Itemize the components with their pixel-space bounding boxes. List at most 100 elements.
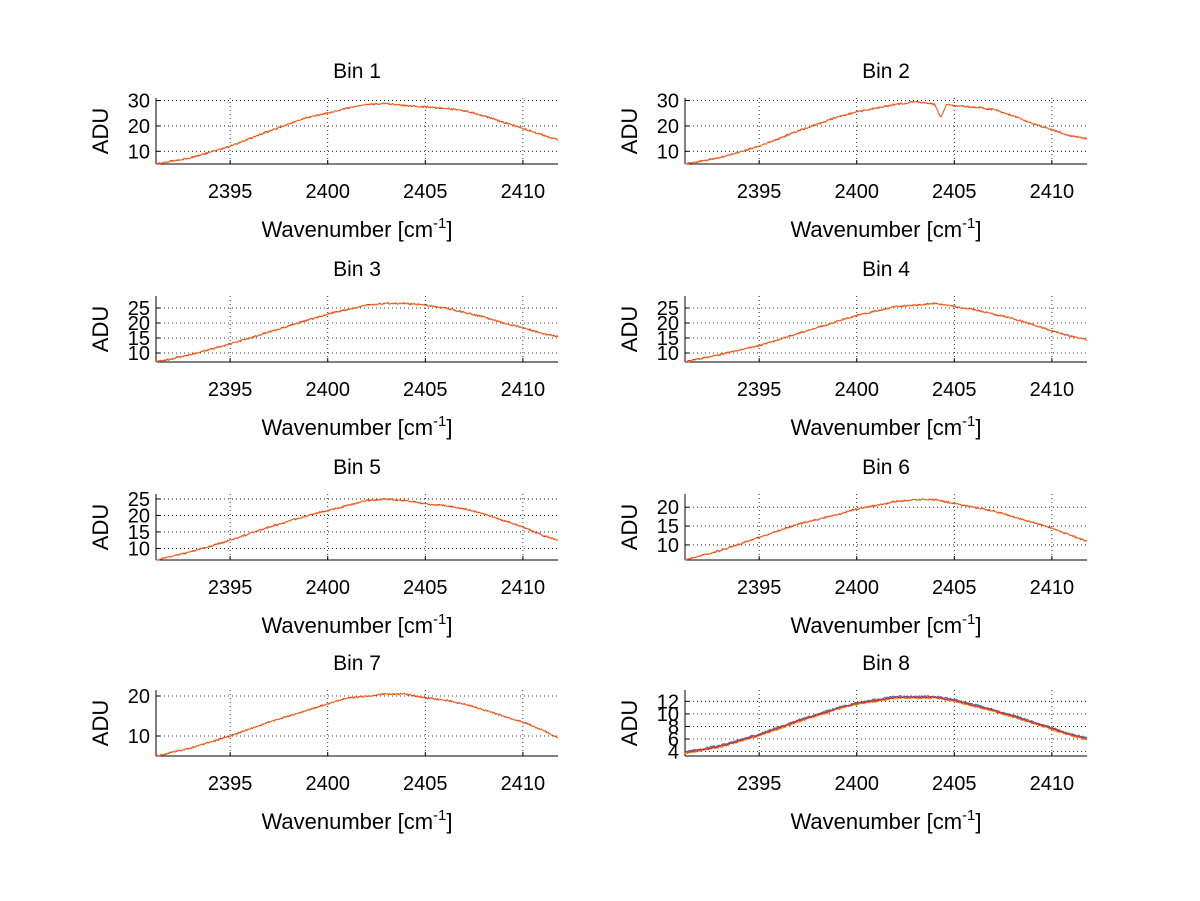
y-axis-label: ADU [617,306,642,352]
x-tick-label: 2405 [932,379,977,401]
series-line [155,102,559,165]
y-tick-label: 30 [657,91,679,113]
y-tick-label: 20 [657,497,679,519]
x-tick-label: 2410 [1030,577,1075,599]
y-tick-label: 12 [657,691,679,713]
x-axis-label: Wavenumber [cm-1] [261,611,452,638]
series-line-overlay [155,497,559,561]
y-tick-label: 15 [657,516,679,538]
y-tick-label: 6 [668,729,679,751]
x-axis-label: Wavenumber [cm-1] [261,413,452,440]
series-line [155,692,559,757]
x-tick-label: 2400 [305,379,350,401]
series-line-overlay [155,102,559,165]
x-tick-label: 2395 [737,181,782,203]
subplot-title: Bin 1 [333,60,381,83]
y-axis-label: ADU [617,700,642,746]
x-axis-label: Wavenumber [cm-1] [261,215,452,242]
x-tick-label: 2400 [834,379,879,401]
series-line [685,695,1087,753]
y-tick-label: 20 [657,313,679,335]
x-tick-label: 2410 [1030,181,1075,203]
x-axis-label: Wavenumber [cm-1] [790,611,981,638]
subplot-title: Bin 3 [333,258,381,281]
y-tick-label: 15 [128,522,150,544]
subplot-title: Bin 4 [862,258,910,281]
y-tick-label: 20 [128,313,150,335]
series-line-overlay [684,498,1088,561]
y-tick-label: 8 [668,716,679,738]
series-line [684,696,1088,754]
subplot-1: Bin 1 2395 2400 2405 2410 10 20 30 ADU Wavenumber… [88,60,559,242]
y-tick-label: 20 [128,686,150,708]
y-tick-label: 25 [128,298,150,320]
y-tick-label: 20 [128,505,150,527]
series-line [684,694,1088,753]
x-tick-label: 2395 [208,773,253,795]
x-tick-label: 2395 [208,379,253,401]
series-line [684,695,1088,754]
x-axis-label: Wavenumber [cm-1] [261,807,452,834]
x-tick-label: 2400 [834,773,879,795]
y-tick-label: 10 [128,343,150,365]
subplot-title: Bin 5 [333,456,381,479]
y-tick-label: 10 [128,538,150,560]
x-tick-label: 2395 [208,181,253,203]
x-tick-label: 2405 [403,379,448,401]
series-line-overlay [685,101,1088,165]
x-tick-label: 2405 [932,577,977,599]
series-line [685,100,1088,165]
y-axis-label: ADU [88,306,113,352]
series-line [684,498,1088,561]
series-line [155,497,559,561]
y-tick-label: 10 [657,535,679,557]
x-tick-label: 2410 [1030,379,1075,401]
x-tick-label: 2400 [305,577,350,599]
x-tick-label: 2395 [737,577,782,599]
y-axis-label: ADU [88,108,113,154]
x-tick-label: 2395 [208,577,253,599]
y-tick-label: 4 [668,742,679,764]
y-tick-label: 25 [128,489,150,511]
x-tick-label: 2400 [305,773,350,795]
y-axis-label: ADU [88,700,113,746]
x-axis-label: Wavenumber [cm-1] [790,807,981,834]
x-tick-label: 2405 [932,773,977,795]
y-tick-label: 10 [657,141,679,163]
series-line-overlay [684,302,1088,363]
x-tick-label: 2400 [305,181,350,203]
x-tick-label: 2405 [932,181,977,203]
x-tick-label: 2410 [501,577,546,599]
y-tick-label: 25 [657,298,679,320]
y-tick-label: 10 [657,343,679,365]
y-axis-label: ADU [88,504,113,550]
x-tick-label: 2400 [834,577,879,599]
subplot-7: Bin 7 2395 2400 2405 2410 10 20 ADU Wavenumber [… [88,652,559,834]
series-line [684,696,1088,755]
subplot-title: Bin 7 [333,652,381,675]
x-tick-label: 2410 [501,773,546,795]
y-tick-label: 10 [128,141,150,163]
y-tick-label: 10 [128,726,150,748]
x-tick-label: 2410 [501,181,546,203]
x-tick-label: 2410 [1030,773,1075,795]
x-axis-label: Wavenumber [cm-1] [790,215,981,242]
subplot-title: Bin 8 [862,652,910,675]
series-line-overlay [155,692,559,757]
y-tick-label: 15 [657,328,679,350]
x-tick-label: 2395 [737,773,782,795]
x-axis-label: Wavenumber [cm-1] [790,413,981,440]
x-tick-label: 2395 [737,379,782,401]
y-tick-label: 20 [657,116,679,138]
subplot-title: Bin 6 [862,456,910,479]
x-tick-label: 2405 [403,181,448,203]
x-tick-label: 2405 [403,773,448,795]
y-tick-label: 30 [128,91,150,113]
y-axis-label: ADU [617,504,642,550]
